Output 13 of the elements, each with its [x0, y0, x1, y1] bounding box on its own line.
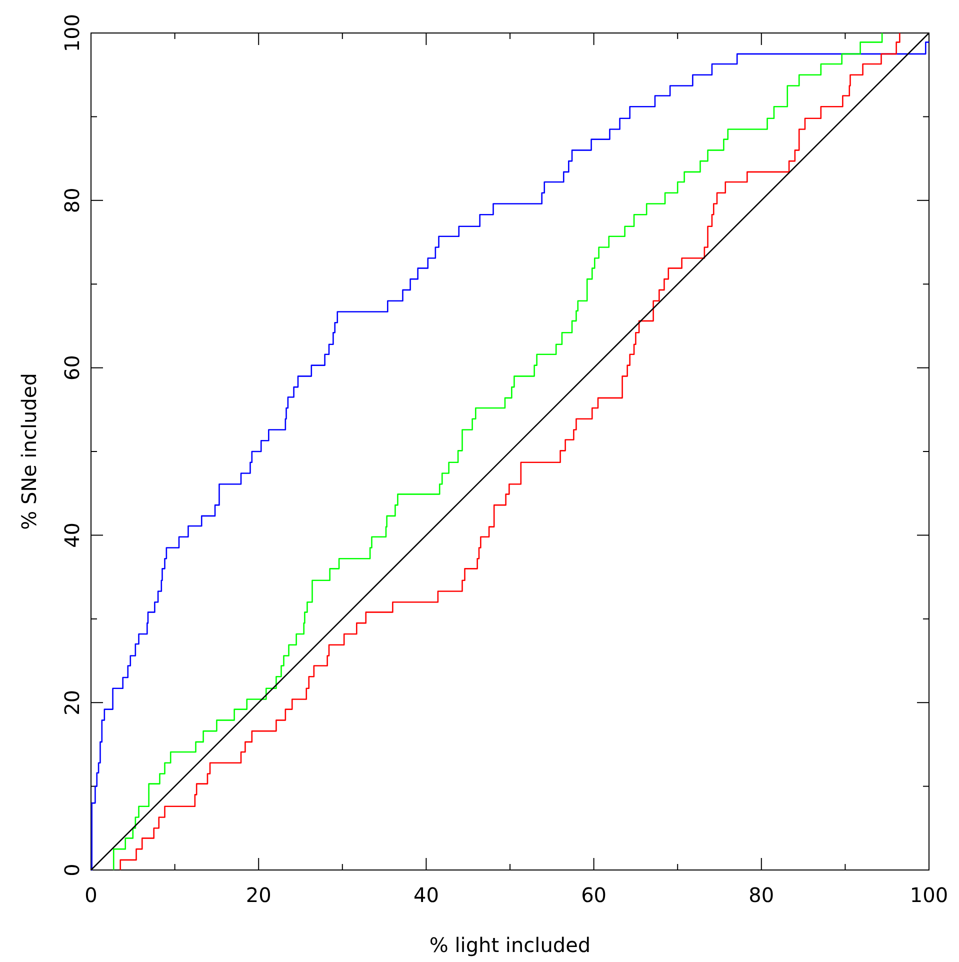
y-tick-label: 20 [60, 690, 84, 716]
x-tick-label: 60 [581, 883, 607, 908]
x-axis-title: % light included [429, 933, 591, 957]
y-axis-title: % SNe included [17, 373, 41, 530]
y-tick-label: 0 [60, 864, 84, 876]
x-tick-label: 100 [910, 883, 948, 908]
y-tick-label: 40 [60, 522, 84, 548]
x-tick-label: 80 [748, 883, 774, 908]
x-tick-label: 20 [246, 883, 272, 908]
y-tick-label: 80 [60, 188, 84, 214]
x-tick-label: 40 [413, 883, 439, 908]
y-tick-label: 60 [60, 355, 84, 381]
y-tick-label: 100 [60, 14, 84, 52]
